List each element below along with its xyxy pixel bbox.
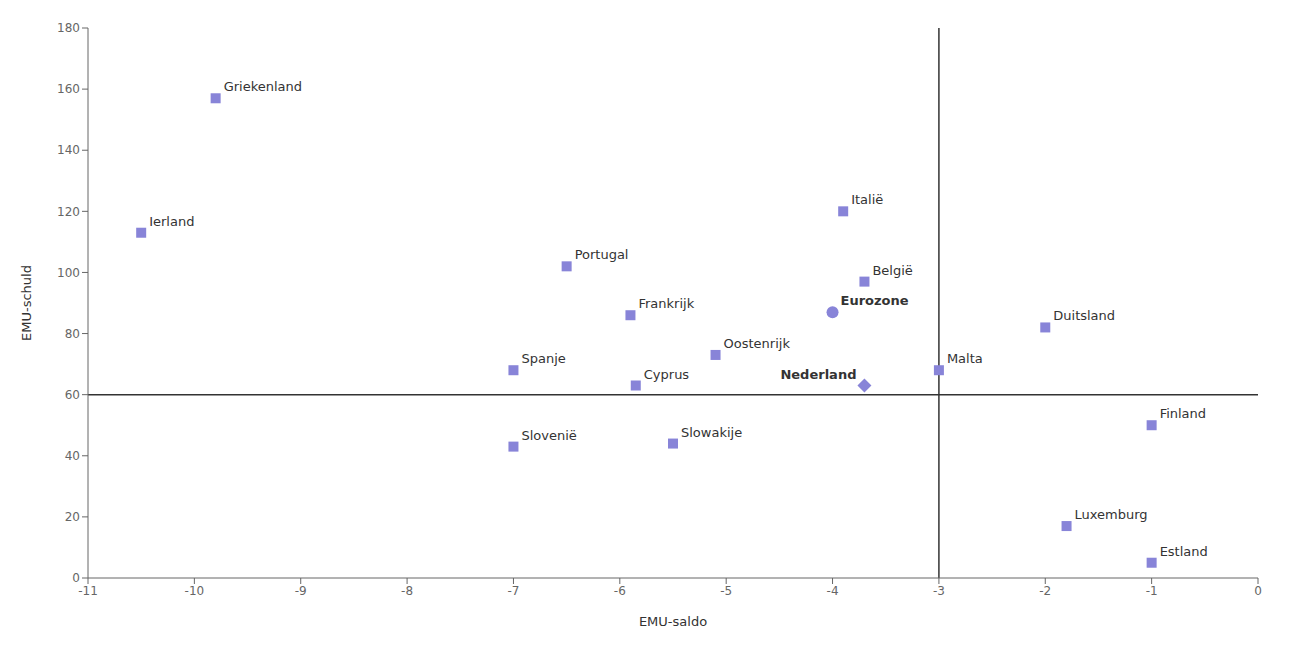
svg-text:20: 20 xyxy=(65,510,80,524)
svg-text:Eurozone: Eurozone xyxy=(841,293,909,308)
svg-text:40: 40 xyxy=(65,449,80,463)
svg-text:Malta: Malta xyxy=(947,351,983,366)
svg-text:-3: -3 xyxy=(933,584,945,598)
svg-text:80: 80 xyxy=(65,327,80,341)
svg-text:160: 160 xyxy=(57,82,80,96)
svg-text:Oostenrijk: Oostenrijk xyxy=(724,336,791,351)
svg-text:België: België xyxy=(872,263,912,278)
svg-text:100: 100 xyxy=(57,266,80,280)
svg-text:Spanje: Spanje xyxy=(521,351,565,366)
svg-text:EMU-saldo: EMU-saldo xyxy=(639,614,707,629)
svg-text:Luxemburg: Luxemburg xyxy=(1075,507,1148,522)
svg-text:Ierland: Ierland xyxy=(149,214,194,229)
svg-text:Nederland: Nederland xyxy=(780,367,856,382)
svg-text:Duitsland: Duitsland xyxy=(1053,308,1115,323)
svg-text:140: 140 xyxy=(57,143,80,157)
svg-text:-10: -10 xyxy=(185,584,205,598)
svg-text:Portugal: Portugal xyxy=(575,247,629,262)
svg-text:Slowakije: Slowakije xyxy=(681,425,742,440)
svg-text:-9: -9 xyxy=(295,584,307,598)
svg-text:EMU-schuld: EMU-schuld xyxy=(19,265,34,341)
svg-text:-2: -2 xyxy=(1039,584,1051,598)
svg-text:Slovenië: Slovenië xyxy=(521,428,576,443)
svg-text:Finland: Finland xyxy=(1160,406,1206,421)
svg-text:-11: -11 xyxy=(78,584,98,598)
svg-text:0: 0 xyxy=(72,571,80,585)
svg-text:180: 180 xyxy=(57,21,80,35)
svg-text:0: 0 xyxy=(1254,584,1262,598)
svg-text:Griekenland: Griekenland xyxy=(224,79,302,94)
svg-text:Estland: Estland xyxy=(1160,544,1208,559)
svg-text:Cyprus: Cyprus xyxy=(644,367,690,382)
svg-text:-7: -7 xyxy=(507,584,519,598)
svg-text:Frankrijk: Frankrijk xyxy=(638,296,694,311)
svg-text:Italië: Italië xyxy=(851,192,883,207)
svg-text:60: 60 xyxy=(65,388,80,402)
svg-text:-1: -1 xyxy=(1146,584,1158,598)
svg-text:-8: -8 xyxy=(401,584,413,598)
svg-text:120: 120 xyxy=(57,205,80,219)
svg-text:-5: -5 xyxy=(720,584,732,598)
svg-text:-4: -4 xyxy=(827,584,839,598)
svg-text:-6: -6 xyxy=(614,584,626,598)
